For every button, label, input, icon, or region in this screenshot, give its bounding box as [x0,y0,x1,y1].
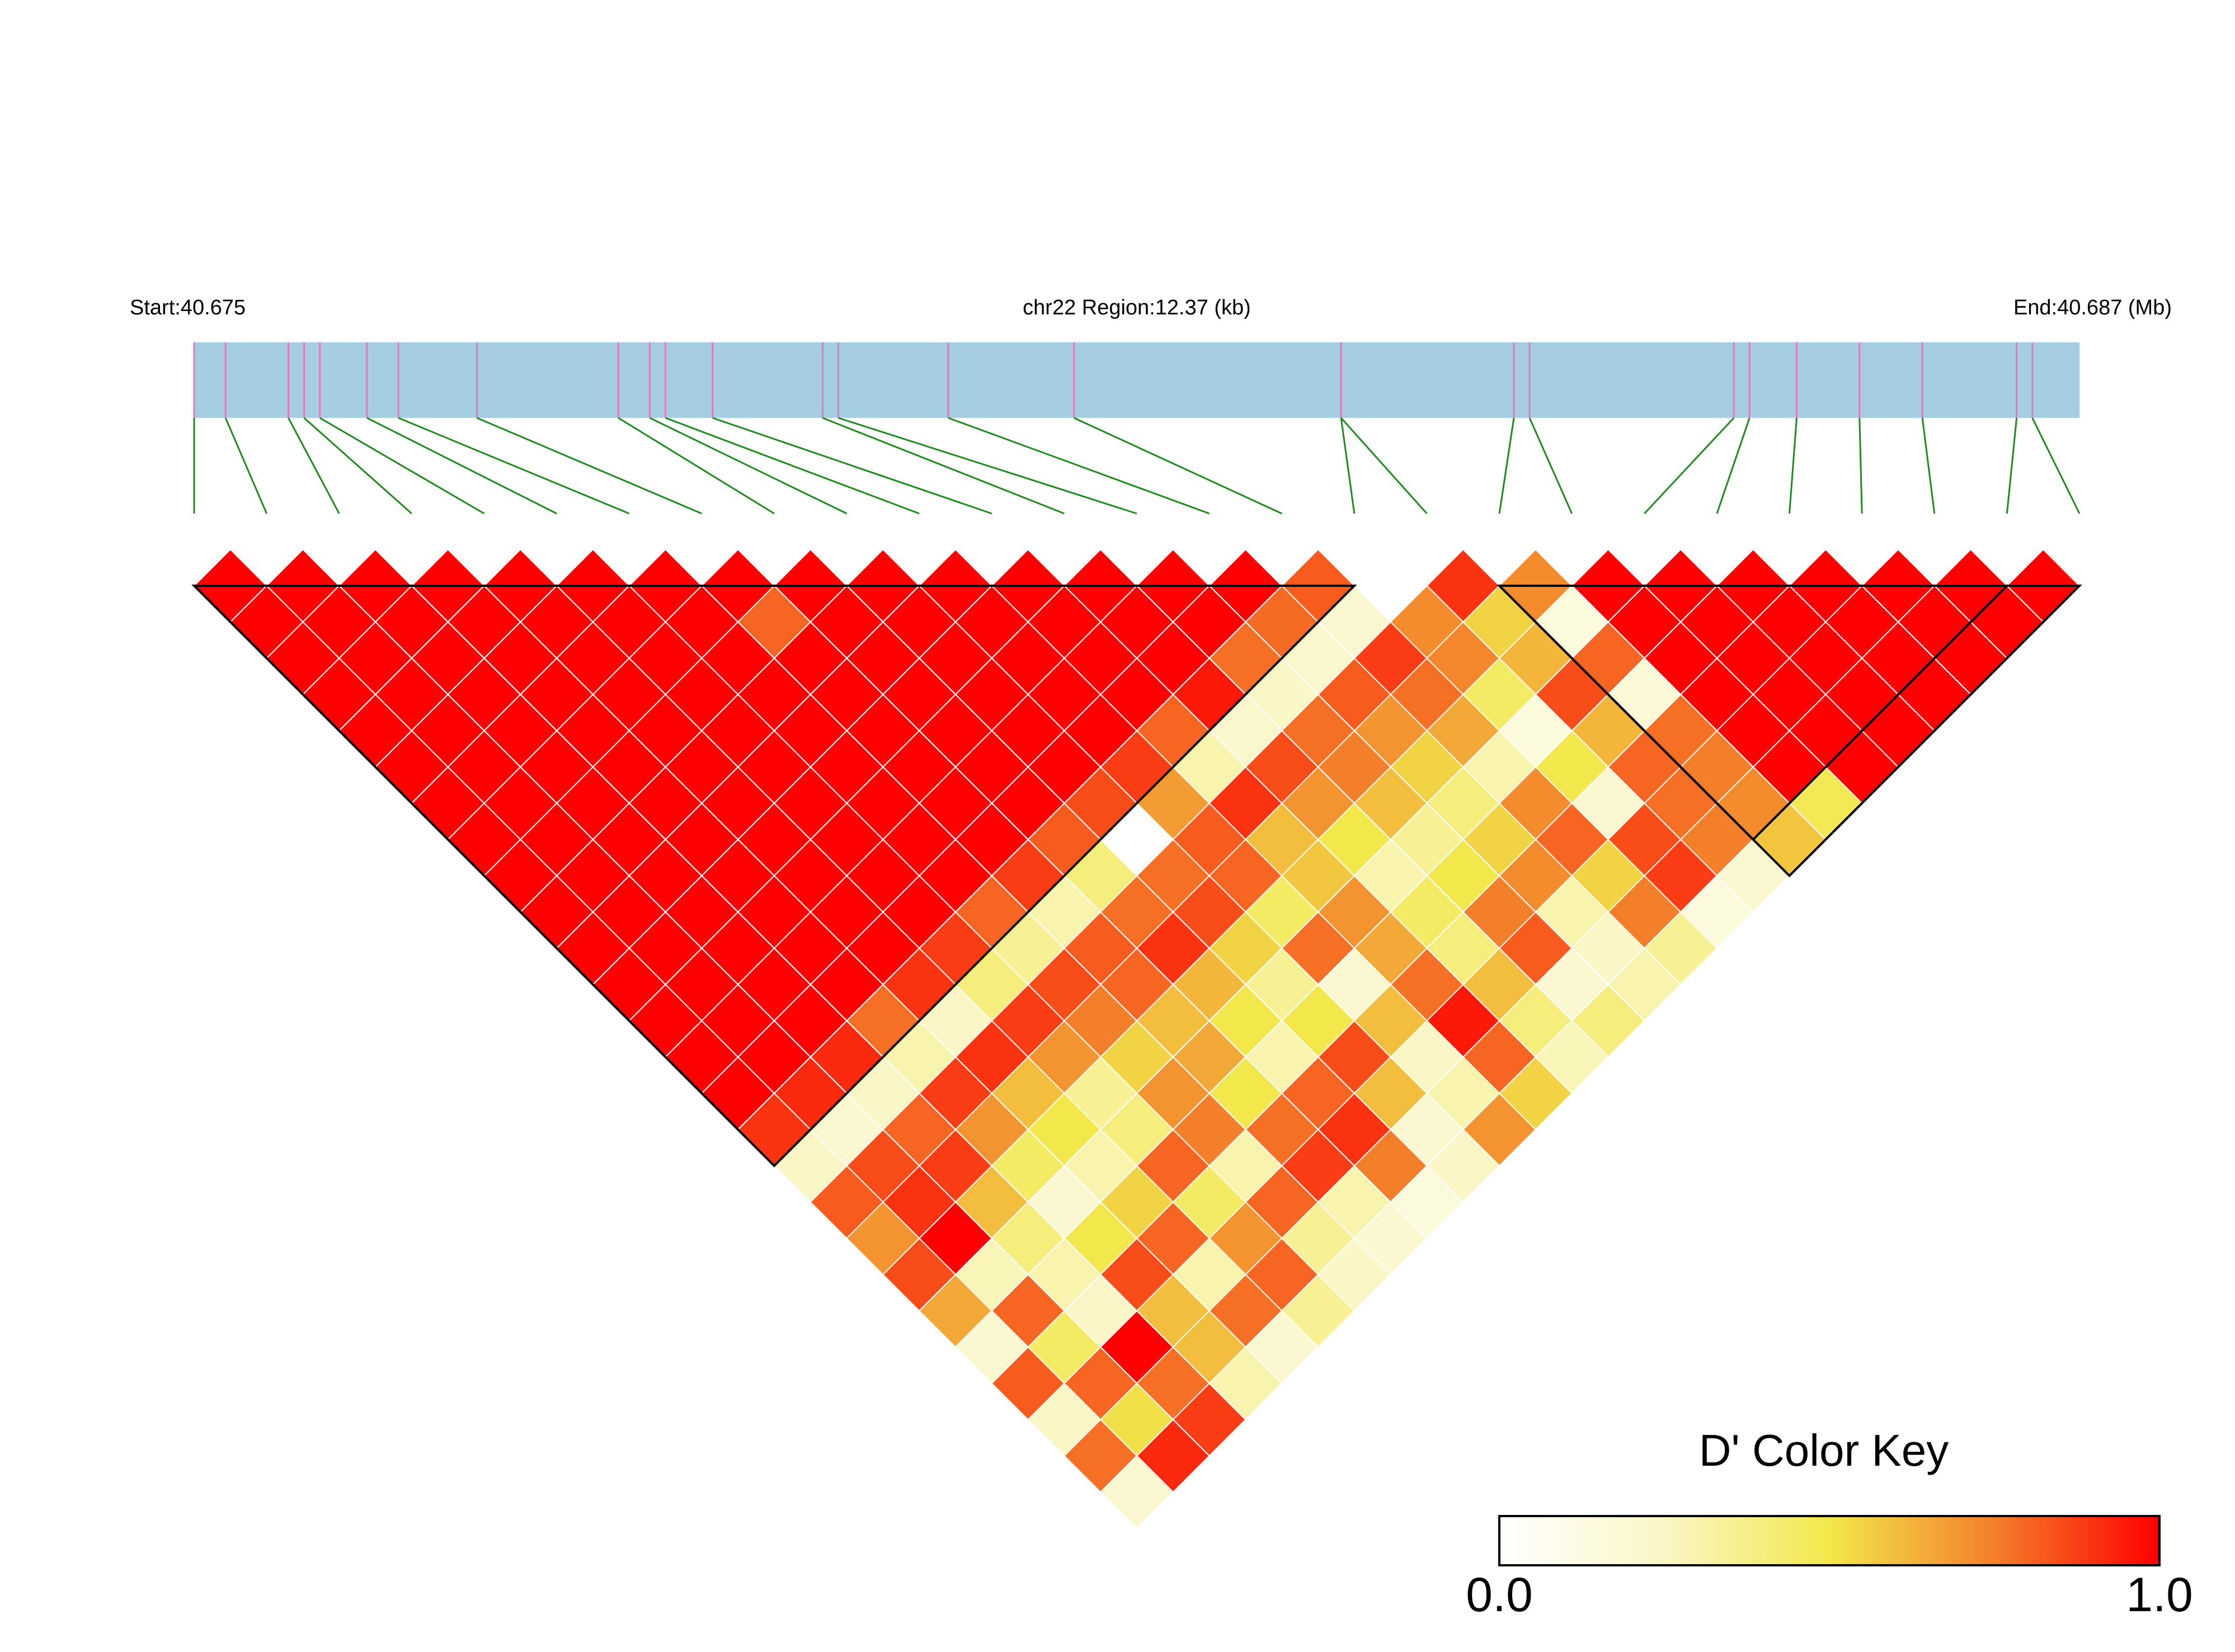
snp-connector-line [1921,417,1936,514]
color-key-max-label: 1.0 [2126,1568,2193,1622]
snp-connector-line [366,417,557,515]
snp-connector-line [649,417,848,515]
snp-connector-line [948,417,1210,515]
snp-position-ticks [193,342,2034,418]
color-key-min-label: 0.0 [1466,1568,1533,1622]
snp-connector-line [288,417,340,514]
snp-connector-line [837,417,1137,515]
snp-connector-line [1074,417,1282,515]
snp-connector-line [224,417,267,514]
haplotype-block-outline [1497,585,2082,878]
snp-connector-line [618,417,775,515]
snp-connector-line [665,417,920,515]
snp-connector-line [303,417,412,515]
snp-connector-line [1716,417,1751,514]
snp-connector-line [1340,417,1428,515]
snp-connector-line [1498,417,1515,514]
snp-connector-line [2031,417,2081,514]
snp-connector-lines [193,417,2081,515]
region-title-label: chr22 Region:12.37 (kb) [1023,296,1251,319]
snp-connector-line [1528,417,1573,514]
region-end-label: End:40.687 (Mb) [2013,296,2172,319]
snp-connector-line [2006,417,2018,514]
haplotype-block-outline [191,585,1357,1168]
region-start-label: Start:40.675 [130,296,246,319]
haplotype-block-outlines [191,585,2082,1168]
snp-connector-line [1340,417,1356,514]
ld-cells [193,548,2081,1529]
snp-connector-line [712,417,992,515]
color-key-gradient-bar [1498,1515,2161,1566]
snp-connector-line [398,417,630,515]
snp-connector-line [319,417,485,515]
snp-connector-line [1858,417,1863,514]
color-key: D' Color Key 0.0 1.0 [1466,1425,2193,1622]
color-key-title: D' Color Key [1699,1425,1949,1475]
snp-connector-line [476,417,702,515]
snp-connector-line [1644,417,1735,515]
chromosome-region-bar [194,342,2079,418]
snp-connector-line [1789,417,1798,514]
snp-connector-line [822,417,1065,515]
ld-cell [1099,1455,1174,1529]
